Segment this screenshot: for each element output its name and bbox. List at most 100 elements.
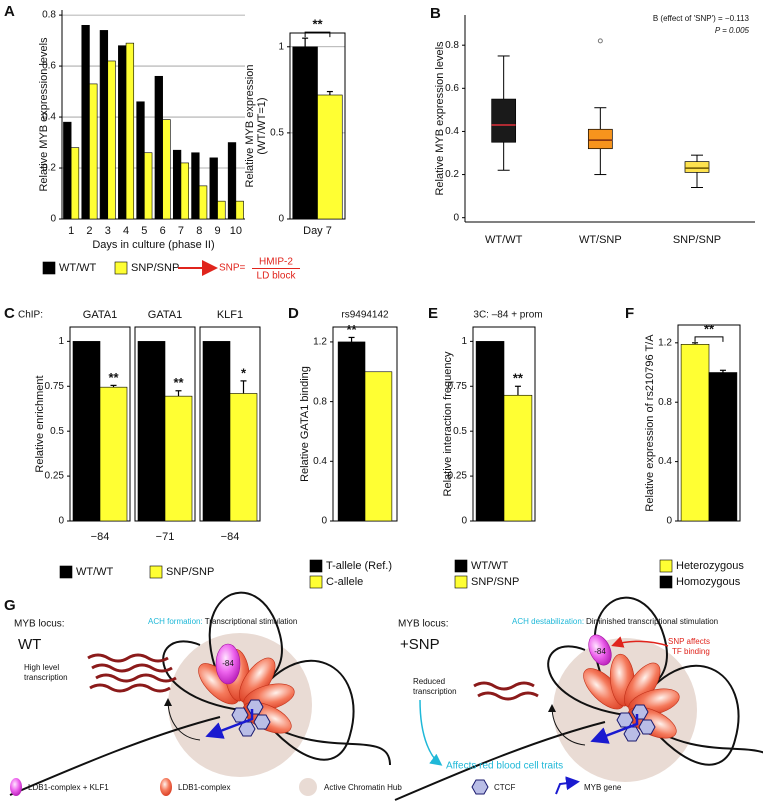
y-axis-label: Relative GATA1 binding — [299, 366, 311, 482]
bar — [81, 24, 90, 220]
bar — [209, 157, 218, 220]
panel-title: rs9494142 — [341, 310, 389, 321]
legend-swatch — [42, 261, 56, 275]
legend-label: MYB gene — [584, 783, 622, 792]
panel-letter: F — [625, 305, 634, 322]
locus-label: MYB locus: — [398, 619, 449, 630]
y-tick-label: 0.4 — [445, 126, 459, 137]
x-tick-label: WT/WT — [485, 234, 523, 246]
bar — [63, 121, 72, 220]
significance-bracket — [694, 336, 724, 342]
outlier — [597, 38, 603, 44]
facet-title: GATA1 — [83, 309, 117, 321]
bar — [72, 341, 101, 522]
significance-label: ** — [704, 321, 715, 336]
panel-letter: B — [430, 5, 441, 22]
genotype-label: +SNP — [400, 636, 440, 653]
bar — [162, 119, 171, 220]
panel-letter: C — [4, 305, 15, 322]
x-tick-label: 7 — [178, 225, 184, 237]
annotation-text: LD block — [257, 271, 297, 282]
bar — [137, 341, 166, 522]
panel-title: 3C: –84 + prom — [473, 310, 542, 321]
x-tick-label: 4 — [123, 225, 129, 237]
significance-label: * — [241, 365, 247, 380]
legend-label: T-allele (Ref.) — [326, 560, 392, 572]
legend-swatch — [454, 559, 468, 573]
legend-swatch — [59, 565, 73, 579]
legend-label: WT/WT — [59, 262, 97, 274]
site-label: -84 — [594, 647, 606, 656]
y-tick-label: 0.8 — [42, 10, 56, 21]
bar — [337, 341, 366, 522]
y-tick-label: 0.6 — [445, 83, 459, 94]
bar — [89, 83, 98, 220]
legend-label: WT/WT — [76, 566, 114, 578]
legend-symbol — [471, 779, 489, 795]
site-label: -84 — [222, 659, 234, 668]
x-tick-label: 1 — [68, 225, 74, 237]
x-tick-label: 2 — [86, 225, 92, 237]
y-tick-label: 0.5 — [50, 426, 64, 437]
legend-swatch — [659, 575, 673, 589]
panel-letter: G — [4, 597, 16, 614]
y-axis-label: Relative MYB expression levels — [38, 37, 50, 192]
bar — [217, 200, 226, 220]
panel-letter: A — [4, 3, 15, 20]
legend-label: SNP/SNP — [166, 566, 214, 578]
x-tick-label: −71 — [156, 531, 175, 543]
bar — [70, 147, 80, 220]
x-tick-label: SNP/SNP — [673, 234, 721, 246]
legend-swatch — [149, 565, 163, 579]
annotation: B (effect of 'SNP') = −0.113 — [653, 14, 750, 23]
y-tick-label: 0.2 — [42, 163, 56, 174]
effect-label: Affects red blood cell traits — [446, 761, 563, 772]
legend-swatch — [309, 575, 323, 589]
x-tick-label: 3 — [105, 225, 111, 237]
bar — [99, 386, 128, 522]
legend-symbol — [299, 778, 317, 796]
annotation-text: SNP= — [219, 263, 246, 274]
bar — [118, 45, 127, 220]
y-tick-label: 0.25 — [448, 471, 468, 482]
y-tick-label: 1.2 — [658, 337, 672, 348]
legend-label: Heterozygous — [676, 560, 744, 572]
facet-title: GATA1 — [148, 309, 182, 321]
transcription-label: High level — [24, 663, 59, 672]
significance-label: ** — [108, 370, 119, 385]
y-tick-label: 0 — [461, 516, 467, 527]
bar — [198, 185, 208, 220]
bar — [154, 75, 163, 220]
legend-swatch — [114, 261, 128, 275]
bar — [475, 341, 505, 522]
bar — [292, 46, 318, 220]
y-tick-label: 0 — [453, 212, 459, 223]
legend-swatch — [454, 575, 468, 589]
panel-label: ChIP: — [18, 310, 43, 321]
y-tick-label: 1 — [461, 336, 467, 347]
legend-label: Active Chromatin Hub — [324, 783, 402, 792]
y-tick-label: 0.4 — [42, 112, 56, 123]
annotation-text: HMIP-2 — [259, 257, 293, 268]
bar — [144, 152, 153, 220]
bar — [708, 372, 738, 522]
facet-title: KLF1 — [217, 309, 243, 321]
legend-label: Homozygous — [676, 576, 741, 588]
legend-label: LDB1-complex — [178, 783, 230, 792]
heading-text: Transcriptional stimulation — [205, 617, 298, 626]
significance-bracket — [304, 31, 331, 38]
genotype-label: WT — [18, 636, 41, 653]
y-axis-label: Relative expression of rs210796 T/A — [644, 334, 656, 512]
bar — [227, 142, 237, 220]
y-tick-label: 0.4 — [313, 456, 327, 467]
y-tick-label: 0.8 — [313, 396, 327, 407]
x-tick-label: 8 — [196, 225, 202, 237]
ldb1-klf1-complex — [588, 634, 612, 666]
bar — [164, 395, 193, 522]
bar — [180, 162, 189, 220]
y-tick-label: 0.8 — [658, 397, 672, 408]
annotation: P = 0.005 — [715, 26, 750, 35]
y-axis-label: Relative interaction frequency — [442, 351, 454, 496]
transcription-arrow — [164, 698, 201, 741]
y-tick-label: 1 — [278, 41, 284, 52]
